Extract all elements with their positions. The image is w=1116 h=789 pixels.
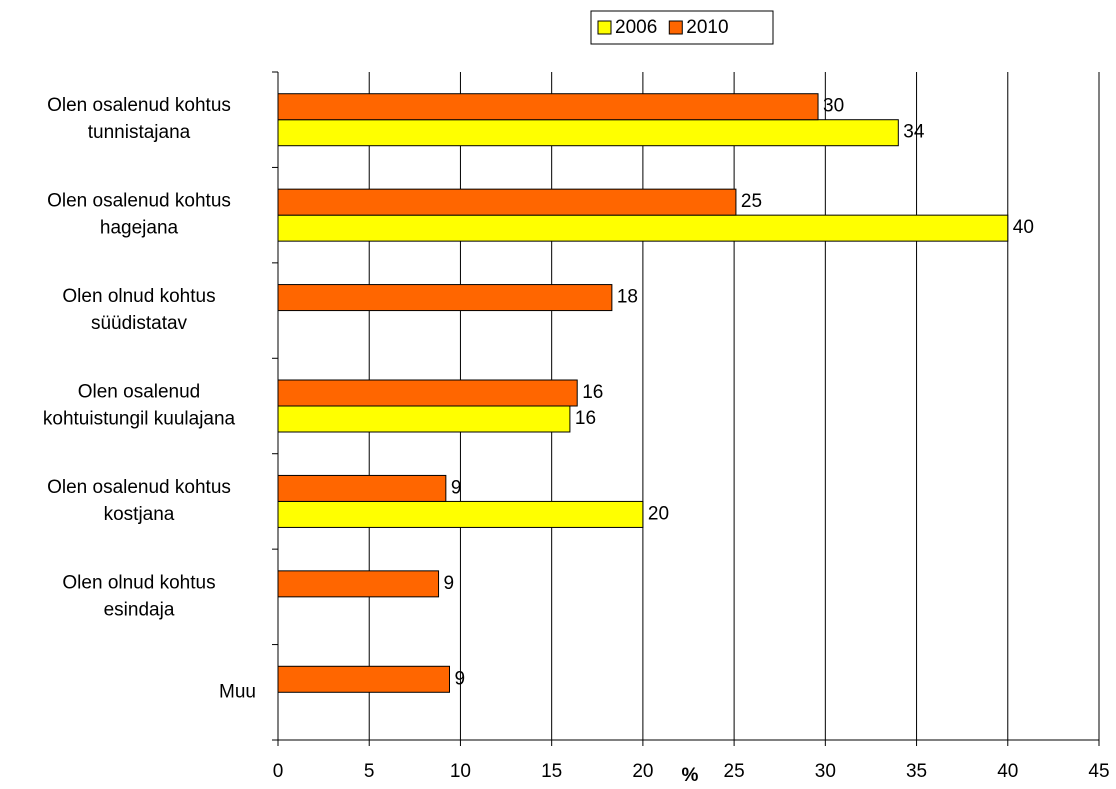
legend-swatch	[597, 20, 612, 35]
value-label: 9	[454, 668, 465, 689]
bar	[277, 665, 450, 693]
bar	[277, 570, 440, 598]
value-label: 34	[903, 122, 925, 143]
bar	[277, 474, 447, 502]
category-label: tunnistajana	[88, 122, 191, 143]
x-tick-label: 15	[541, 761, 562, 782]
value-label: 18	[617, 287, 638, 308]
bar	[277, 93, 819, 121]
category-label: Olen osalenud kohtus	[47, 477, 231, 498]
value-label: 9	[451, 477, 462, 498]
legend-label: 2010	[686, 17, 728, 38]
x-tick-label: 40	[997, 761, 1018, 782]
x-tick-label: 30	[815, 761, 836, 782]
x-tick-label: 0	[273, 761, 284, 782]
bar	[277, 405, 571, 433]
x-axis-label: %	[682, 765, 699, 786]
category-label: kostjana	[104, 504, 175, 525]
value-label: 9	[444, 573, 455, 594]
bar	[277, 119, 899, 147]
legend-swatch	[668, 20, 683, 35]
category-label: Olen olnud kohtus	[62, 286, 215, 307]
category-label: Olen osalenud kohtus	[47, 191, 231, 212]
bar	[277, 188, 737, 216]
x-tick-label: 25	[724, 761, 745, 782]
bar	[277, 214, 1009, 242]
value-label: 25	[741, 191, 762, 212]
category-label: esindaja	[104, 599, 175, 620]
value-label: 30	[823, 96, 844, 117]
value-label: 16	[582, 382, 603, 403]
x-tick-label: 45	[1088, 761, 1109, 782]
bar	[277, 379, 578, 407]
value-label: 20	[648, 503, 669, 524]
x-tick-label: 10	[450, 761, 471, 782]
value-label: 40	[1013, 217, 1034, 238]
bar	[277, 284, 613, 312]
category-label: Olen olnud kohtus	[62, 572, 215, 593]
category-label: Muu	[219, 681, 256, 702]
legend-label: 2006	[615, 17, 657, 38]
bar	[277, 500, 644, 528]
x-tick-label: 20	[632, 761, 653, 782]
x-tick-label: 35	[906, 761, 927, 782]
category-label: Olen osalenud kohtus	[47, 95, 231, 116]
category-label: süüdistatav	[91, 313, 188, 334]
x-tick-label: 5	[364, 761, 375, 782]
category-label: Olen osalenud	[78, 382, 201, 403]
category-label: hagejana	[100, 218, 179, 239]
value-label: 16	[575, 408, 596, 429]
category-label: kohtuistungil kuulajana	[43, 409, 236, 430]
